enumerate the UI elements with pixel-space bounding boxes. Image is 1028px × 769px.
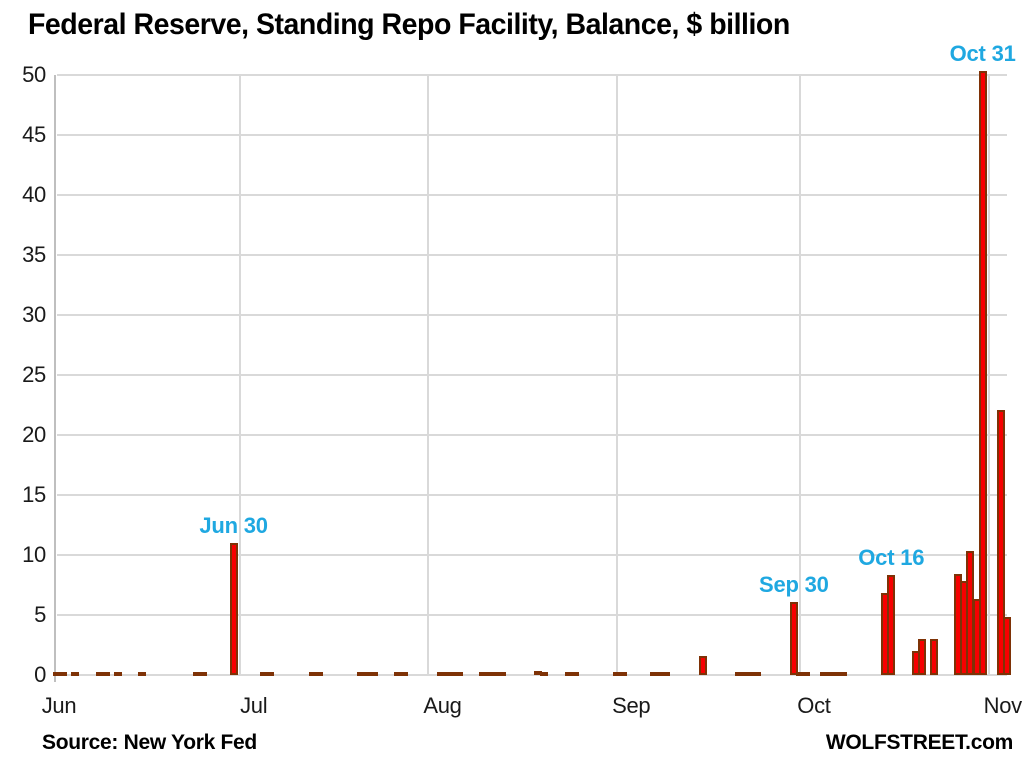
x-tick-label: Aug [423,693,462,718]
bar-oct-31 [978,70,987,675]
x-tick-label: Nov [983,693,1023,718]
bar-aug-13 [497,672,506,676]
gridline-y-45 [57,134,1007,136]
bar-jun-9 [101,672,110,676]
bar-jun-4 [71,672,80,676]
y-tick-label: 30 [22,302,46,327]
bar-jul-28 [400,672,409,676]
bar-jun-15 [138,672,147,676]
bar-jun-25 [199,672,208,676]
bar-aug-25 [570,672,579,676]
gridline-y-20 [57,434,1007,436]
bar-sep-15 [698,655,707,675]
y-tick-label: 0 [34,662,46,687]
gridline-x-Oct [798,75,801,675]
annotation-jun-30: Jun 30 [199,513,268,538]
gridline-y-0 [57,674,1007,676]
y-tick-label: 40 [22,182,46,207]
bar-oct-21 [917,639,926,675]
gridline-y-30 [57,314,1007,316]
bar-aug-20 [540,672,549,676]
annotation-oct-31: Oct 31 [949,40,1016,66]
bar-oct-16 [887,574,896,675]
y-tick-label: 25 [22,362,46,387]
bar-sep-2 [619,672,628,676]
y-tick-label: 45 [22,122,46,147]
chart-title: Federal Reserve, Standing Repo Facility,… [28,8,790,41]
y-tick-label: 50 [22,62,46,87]
bar-sep-24 [753,672,762,676]
y-tick-label: 20 [22,422,46,447]
x-tick-label: Jun [41,693,77,718]
gridline-x-Aug [427,75,430,675]
x-tick-label: Jul [240,693,268,718]
bar-oct-8 [838,672,847,676]
gridline-y-50 [57,74,1007,76]
gridline-y-10 [57,554,1007,556]
bar-nov-4 [1003,616,1011,675]
bar-sep-9 [661,672,670,676]
bar-jun-2 [59,672,68,676]
gridline-y-35 [57,254,1007,256]
bar-oct-23 [929,639,938,675]
annotation-sep-30: Sep 30 [758,571,829,597]
branding-wolfstreet: WOLFSTREET.com [825,731,1013,754]
bar-aug-6 [454,672,463,676]
bar-jul-6 [266,672,275,676]
gridline-y-25 [57,374,1007,376]
gridline-x-Sep [616,75,619,675]
gridline-y-5 [57,614,1007,616]
bar-oct-2 [802,672,811,676]
y-tick-label: 35 [22,242,46,267]
x-tick-label: Oct [797,693,831,718]
x-tick-label: Sep [612,693,651,718]
gridline-x-Jul [238,75,241,675]
bar-jun-11 [113,672,122,676]
y-axis-line [54,75,56,682]
bar-nov-3 [996,409,1005,675]
annotation-oct-16: Oct 16 [858,544,925,570]
gridline-y-40 [57,194,1007,196]
y-tick-label: 5 [34,602,46,627]
gridline-y-15 [57,494,1007,496]
source-note: Source: New York Fed [42,731,257,754]
bar-sep-30 [789,601,798,675]
gridline-x-Nov [987,75,990,675]
y-tick-label: 15 [22,482,46,507]
bar-jun-30 [229,543,238,675]
y-tick-label: 10 [22,542,46,567]
bar-jul-23 [369,672,378,676]
bar-jul-14 [314,672,323,676]
